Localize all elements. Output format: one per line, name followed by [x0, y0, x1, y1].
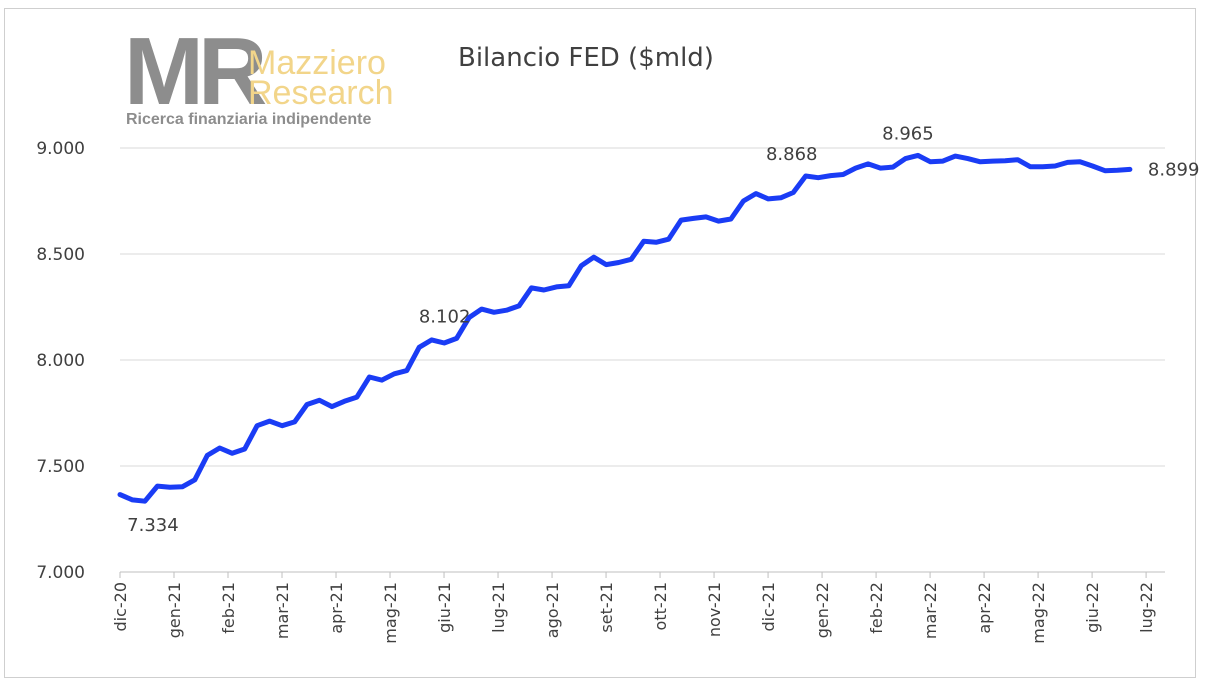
x-tick-label: lug-22: [1137, 582, 1156, 633]
data-label: 8.899: [1148, 159, 1200, 180]
data-label: 8.868: [766, 144, 818, 165]
data-label: 7.334: [127, 515, 179, 536]
x-tick-label: lug-21: [489, 582, 508, 633]
chart-title: Bilancio FED ($mld): [458, 43, 714, 73]
x-tick-label: feb-21: [219, 582, 238, 634]
x-tick-label: mar-22: [921, 582, 940, 639]
series-layer: [117, 152, 1133, 504]
x-axis-ticks: dic-20 gen-21 feb-21 mar-21 apr-21 mag-21 giu-…: [111, 572, 1156, 644]
logo-mark: MR: [124, 18, 266, 125]
y-tick-label: 8.500: [36, 245, 85, 265]
series-line: [117, 152, 1133, 504]
x-tick-label: gen-22: [813, 582, 832, 638]
x-tick-label: set-21: [597, 582, 616, 633]
x-tick-label: mag-21: [381, 582, 400, 644]
data-labels: 7.334 8.102 8.868 8.965 8.899: [127, 123, 1199, 536]
x-tick-label: apr-21: [327, 582, 346, 634]
y-axis-ticks: 7.000 7.500 8.000 8.500 9.000: [36, 139, 85, 583]
x-tick-label: mag-22: [1029, 582, 1048, 644]
x-tick-label: giu-21: [435, 582, 454, 633]
x-tick-label: nov-21: [705, 582, 724, 637]
y-tick-label: 9.000: [36, 139, 85, 159]
x-tick-label: ago-21: [543, 582, 562, 638]
y-tick-label: 7.000: [36, 563, 85, 583]
y-tick-label: 8.000: [36, 351, 85, 371]
x-tick-label: mar-21: [273, 582, 292, 639]
data-label: 8.102: [419, 306, 471, 327]
x-tick-label: dic-21: [759, 582, 778, 632]
y-tick-label: 7.500: [36, 457, 85, 477]
logo-name-line2: Research: [248, 74, 394, 112]
x-tick-label: gen-21: [165, 582, 184, 638]
x-tick-label: apr-22: [975, 582, 994, 634]
logo-tagline: Ricerca finanziaria indipendente: [126, 111, 372, 128]
data-label: 8.965: [882, 123, 934, 144]
logo: MR Mazziero Research Ricerca finanziaria…: [124, 18, 394, 128]
x-tick-label: ott-21: [651, 582, 670, 630]
x-tick-label: giu-22: [1083, 582, 1102, 633]
chart-frame: [4, 8, 1196, 678]
logo-name-line1: Mazziero: [248, 44, 386, 82]
x-tick-label: dic-20: [111, 582, 130, 632]
gridlines: [120, 147, 1165, 467]
x-tick-label: feb-22: [867, 582, 886, 634]
